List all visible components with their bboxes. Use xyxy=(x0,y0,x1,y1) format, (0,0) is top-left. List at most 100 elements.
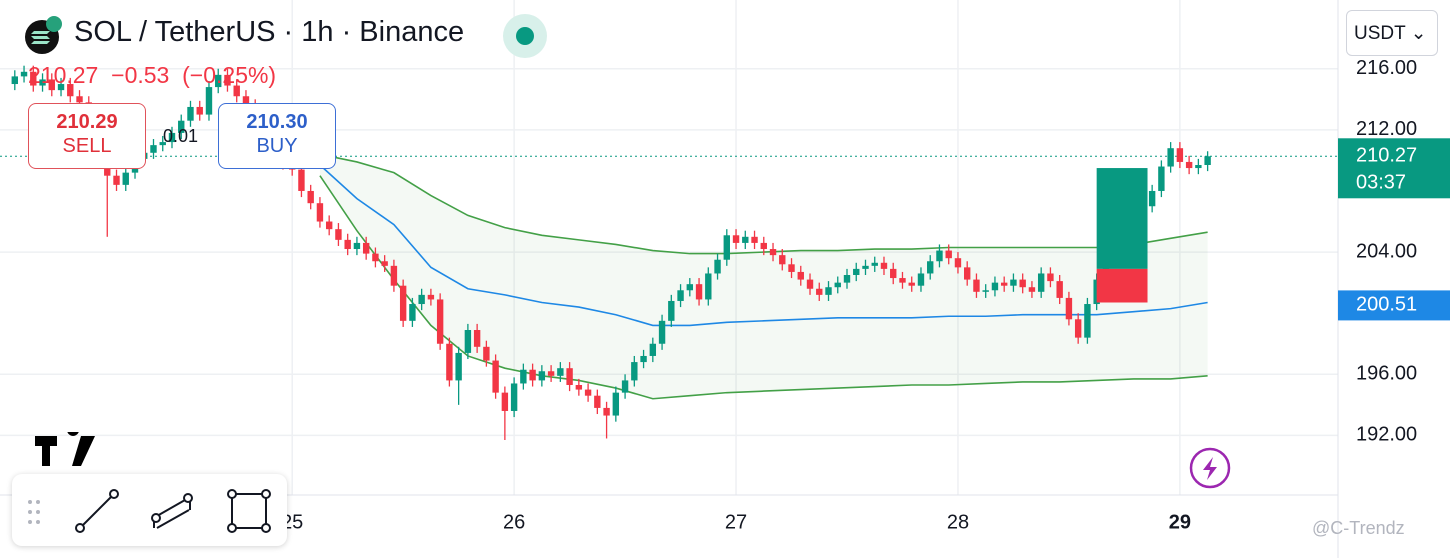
candle-body xyxy=(57,84,65,91)
sell-button[interactable]: 210.29 SELL xyxy=(28,103,146,169)
y-tick-label: 192.00 xyxy=(1356,424,1417,446)
y-tick-label: 204.00 xyxy=(1356,240,1417,262)
candle-body xyxy=(1037,273,1045,292)
candle-body xyxy=(76,96,83,103)
candle-body xyxy=(566,368,573,385)
candle-body xyxy=(723,235,730,260)
candle-body xyxy=(178,120,185,133)
candle-body xyxy=(150,145,157,153)
candle-body xyxy=(215,74,222,88)
candle-body xyxy=(954,258,962,268)
candle-body xyxy=(908,282,915,286)
candle-body xyxy=(631,362,638,381)
candle-body xyxy=(1000,282,1008,286)
y-tick-label: 212.00 xyxy=(1356,118,1417,140)
candle-body xyxy=(705,273,712,300)
trend-line-tool[interactable] xyxy=(75,489,119,533)
candle-body xyxy=(168,132,176,143)
candle-body xyxy=(20,71,28,77)
candle-body xyxy=(853,268,860,275)
candle-body xyxy=(1019,279,1026,288)
candle-body xyxy=(67,84,74,97)
candle-body xyxy=(871,262,878,266)
y-tick-label: 196.00 xyxy=(1356,363,1417,385)
candle-body xyxy=(769,249,777,256)
logo-badge xyxy=(46,16,62,32)
drawing-toolbar xyxy=(12,474,287,546)
candle-body xyxy=(788,264,795,272)
candle-body xyxy=(547,371,555,376)
candle-body xyxy=(510,383,518,411)
x-tick-label: 27 xyxy=(725,511,747,533)
candle-body xyxy=(890,268,897,279)
candle-body xyxy=(307,190,314,204)
band-fill xyxy=(319,154,1208,399)
lightning-button[interactable] xyxy=(1187,446,1233,492)
status-dot xyxy=(516,27,534,45)
coin-logo xyxy=(25,16,62,54)
candle-body xyxy=(945,250,952,259)
candle-body xyxy=(695,284,703,300)
candle-body xyxy=(325,221,333,230)
position-profit xyxy=(1096,168,1148,269)
logo-shape xyxy=(35,432,95,466)
candle-body xyxy=(668,300,675,321)
position-loss xyxy=(1096,268,1148,303)
buy-button[interactable]: 210.30 BUY xyxy=(218,103,336,169)
candle-body xyxy=(344,239,351,250)
candle-body xyxy=(538,371,546,381)
channel-tool[interactable] xyxy=(151,493,193,529)
candle-body xyxy=(1065,297,1073,320)
middle-band-label xyxy=(1338,290,1450,321)
header-price: 210.27 xyxy=(28,62,99,88)
candle-body xyxy=(862,265,869,269)
candle-body xyxy=(242,96,250,106)
tv-logo xyxy=(35,432,95,466)
candle-body xyxy=(464,330,472,353)
market-status[interactable] xyxy=(503,14,547,58)
candle-body xyxy=(381,261,388,266)
candle-body xyxy=(964,267,971,280)
drag-handle[interactable] xyxy=(28,500,40,524)
candle-body xyxy=(390,265,398,286)
candle-body xyxy=(418,294,425,305)
band-middle xyxy=(319,164,1208,327)
candle-body xyxy=(640,355,647,363)
buy-label: BUY xyxy=(256,135,298,157)
header-change: −0.53 xyxy=(111,62,170,88)
candle-body xyxy=(362,242,370,254)
x-tick-label: 28 xyxy=(947,511,969,533)
candle-body xyxy=(834,282,841,288)
candle-body xyxy=(1204,156,1211,165)
candle-body xyxy=(797,271,804,280)
spread: 0.01 xyxy=(163,126,199,146)
candle-body xyxy=(501,392,509,411)
sell-price: 210.29 xyxy=(56,111,118,133)
watermark: @C-Trendz xyxy=(1312,518,1405,538)
candle-body xyxy=(122,172,129,185)
candle-body xyxy=(816,288,823,295)
candle-body xyxy=(843,275,851,283)
candle-body xyxy=(372,253,379,262)
candle-body xyxy=(187,106,194,121)
candle-body xyxy=(427,294,435,300)
candle-body xyxy=(1028,287,1036,292)
candle-body xyxy=(298,169,305,191)
rectangle-tool[interactable] xyxy=(227,489,271,533)
logo-mark xyxy=(31,31,50,44)
candle-body xyxy=(742,236,749,243)
candle-body xyxy=(196,106,203,115)
currency-dropdown[interactable]: USDT ⌄ xyxy=(1346,10,1438,56)
candle-body xyxy=(686,284,694,291)
candle-body xyxy=(409,304,416,321)
candle-body xyxy=(584,389,592,396)
candle-body xyxy=(732,235,740,243)
candle-body xyxy=(113,175,120,185)
symbol-title: SOL / TetherUS · 1h · Binance xyxy=(74,16,465,48)
candle-body xyxy=(1148,190,1156,207)
toolbar-icons xyxy=(28,489,271,533)
candle-body xyxy=(991,282,999,291)
candle-body xyxy=(436,299,444,344)
